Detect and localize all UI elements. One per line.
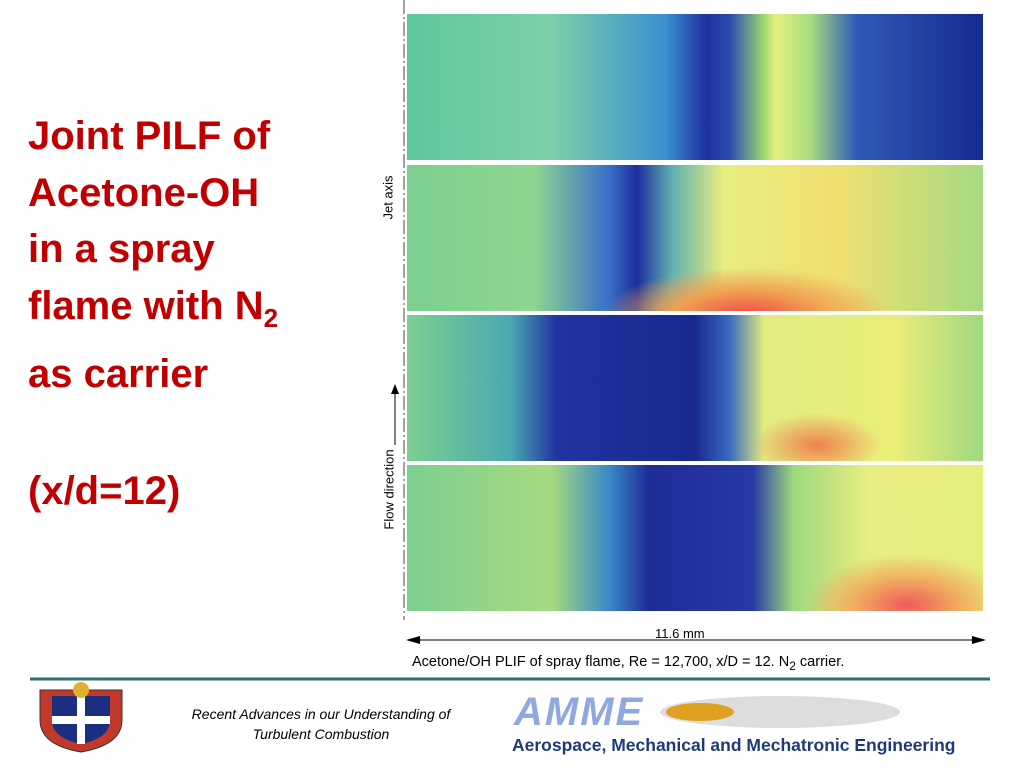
title-line: Acetone-OH — [28, 170, 260, 215]
arrow-head — [406, 636, 420, 644]
slide-title: Joint PILF of Acetone-OH in a spray flam… — [28, 108, 278, 519]
subscript: 2 — [789, 658, 796, 673]
axis-label: Flow direction — [381, 449, 397, 530]
caption-text: carrier. — [795, 654, 845, 670]
title-line: flame with N2 — [28, 278, 278, 347]
plif-image — [407, 14, 983, 160]
footer-text: Recent Advances in our Understanding of — [191, 706, 451, 722]
logo-comet — [660, 696, 900, 728]
plif-image — [407, 465, 983, 611]
title-text: flame with N — [28, 283, 264, 328]
plif-image — [407, 315, 983, 461]
caption-text: Acetone/OH PLIF of spray flame, Re = 12,… — [412, 654, 790, 670]
axis-label: Jet axis — [380, 175, 396, 220]
arrow-head — [391, 384, 399, 394]
scale-label: 11.6 mm — [655, 626, 705, 641]
logo: AMME — [514, 690, 645, 734]
footer-text: Turbulent Combustion — [252, 726, 390, 742]
figure-caption: Acetone/OH PLIF of spray flame, Re = 12,… — [412, 654, 844, 673]
subscript: 2 — [263, 302, 279, 333]
department: Aerospace, Mechanical and Mechatronic En… — [512, 735, 956, 755]
plif-image — [407, 165, 983, 311]
crest — [39, 682, 123, 753]
title-line: as carrier — [28, 352, 209, 396]
arrow-head — [972, 636, 986, 644]
title-line: in a spray — [28, 227, 215, 271]
title-line: Joint PILF of — [28, 114, 271, 158]
title-line: (x/d=12) — [28, 468, 181, 513]
